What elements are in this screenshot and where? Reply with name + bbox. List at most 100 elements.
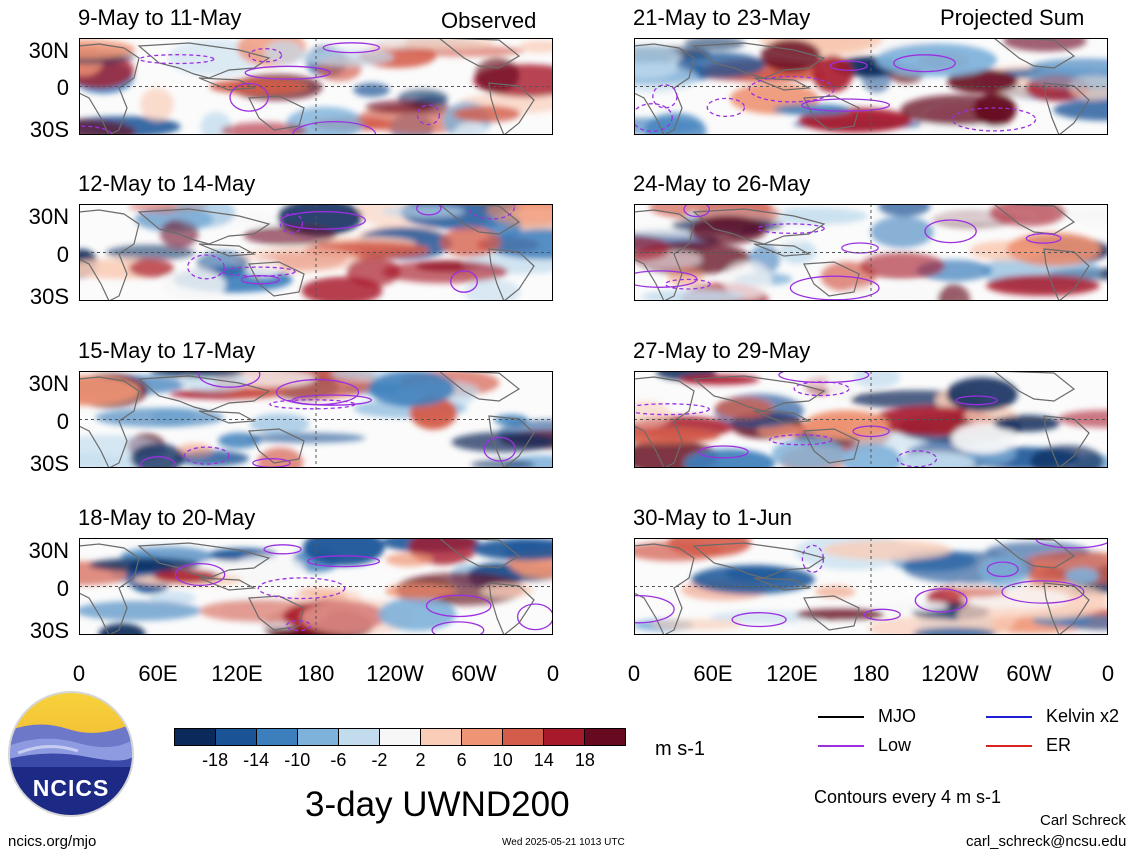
lon-label-left-0: 0 [72,661,86,686]
anomaly-blob [1053,98,1108,121]
contour-low [248,47,283,63]
panel-0-corner-label: Observed [441,8,537,33]
anomaly-blob [875,601,949,612]
contour-low [914,588,968,613]
contour-low [431,621,485,635]
contour-low [748,75,835,103]
anomaly-blob [378,597,457,631]
contour-low [789,275,880,301]
anomaly-blob [243,225,337,246]
colorbar-swatch [175,729,215,745]
colorbar-tick-label: 10 [492,750,513,770]
anomaly-blob [250,413,310,435]
map-frame [634,538,1108,635]
anomaly-blob [385,552,433,567]
coastline [488,82,535,135]
ncics-logo: NCICS [8,691,134,817]
anomaly-blob [301,276,383,301]
coastline [438,38,521,69]
colorbar-tick-label: 6 [456,750,467,770]
contour-low [951,107,1037,132]
contour-low [140,456,177,468]
lat-label-30s: 30S [29,284,69,309]
panel-1-title: 12-May to 14-May [78,171,256,196]
colorbar-swatch [379,729,420,745]
coastline [79,43,140,135]
panel-0-title: 9-May to 11-May [78,5,242,30]
coastline [438,371,521,402]
contour-low [634,270,698,288]
anomaly-blob [248,432,366,443]
contour-low [986,561,1019,578]
anomaly-blob [368,371,455,407]
anomaly-blob [130,443,185,468]
contour-low [634,403,710,416]
anomaly-blob [89,557,200,572]
lon-label-right-180: 180 [852,661,890,686]
lat-label-30n: 30N [28,38,69,63]
legend-line-kelvin [986,716,1032,718]
anomaly-blob [796,608,885,621]
lon-label-left-180: 180 [297,661,335,686]
contour-low [198,371,261,388]
anomaly-blob [1027,563,1063,589]
contour-note: Contours every 4 m s-1 [814,787,1002,807]
map-panel-4 [634,38,1108,135]
lat-label-0: 0 [56,75,69,100]
contour-low [664,278,711,290]
anomaly-blob [1058,410,1108,428]
contour-low [955,395,998,406]
map-panel-6 [634,371,1108,468]
contour-low [263,544,302,555]
anomaly-blob [774,228,809,245]
coastline [692,208,826,245]
coastline [803,261,860,297]
colorbar-swatch [256,729,297,745]
contour-low [257,577,346,600]
contour-low [416,204,442,216]
map-frame [634,371,1108,468]
colorbar-swatch [338,729,379,745]
coastline [1043,582,1090,635]
anomaly-blob [365,100,435,114]
anomaly-map-graphic [79,538,553,635]
panel-6-title: 27-May to 29-May [633,338,811,363]
panel-4-corner-label: Projected Sum [940,5,1085,30]
colorbar-tick-label: -2 [371,750,388,770]
lon-label-left-120w: 120W [366,661,424,686]
contour-low [139,54,215,65]
anomaly-blob [518,40,553,53]
colorbar-swatch [461,729,502,745]
anomaly-blob [79,600,202,621]
contour-low [306,555,381,568]
coastline [692,42,826,79]
colorbar-swatch [420,729,461,745]
map-frame [634,38,1108,135]
anomaly-blob [640,290,745,301]
panel-5-title: 24-May to 26-May [633,171,811,196]
anomaly-blob [1006,232,1101,266]
colorbar [174,728,626,746]
colorbar-units: m s-1 [655,738,705,760]
anomaly-blob [98,623,146,635]
anomaly-blob [951,422,1017,454]
coastline [438,538,521,569]
coastline [993,371,1076,402]
map-frame [79,371,553,468]
contour-low [450,270,478,293]
anomaly-map-graphic [634,38,1108,135]
anomaly-blob [79,119,136,135]
anomaly-blob [264,40,304,66]
contour-low [634,103,673,132]
anomaly-blob [439,227,501,257]
panel-3-title: 18-May to 20-May [78,505,256,530]
colorbar-swatch [215,729,256,745]
contour-low [240,274,280,285]
anomaly-blob [485,228,553,260]
anomaly-map-graphic [634,371,1108,468]
contour-low [280,211,366,230]
contour-low [291,394,373,406]
coastline [488,582,535,635]
lon-label-right-60e: 60E [693,661,733,686]
anomaly-blob [875,43,998,77]
